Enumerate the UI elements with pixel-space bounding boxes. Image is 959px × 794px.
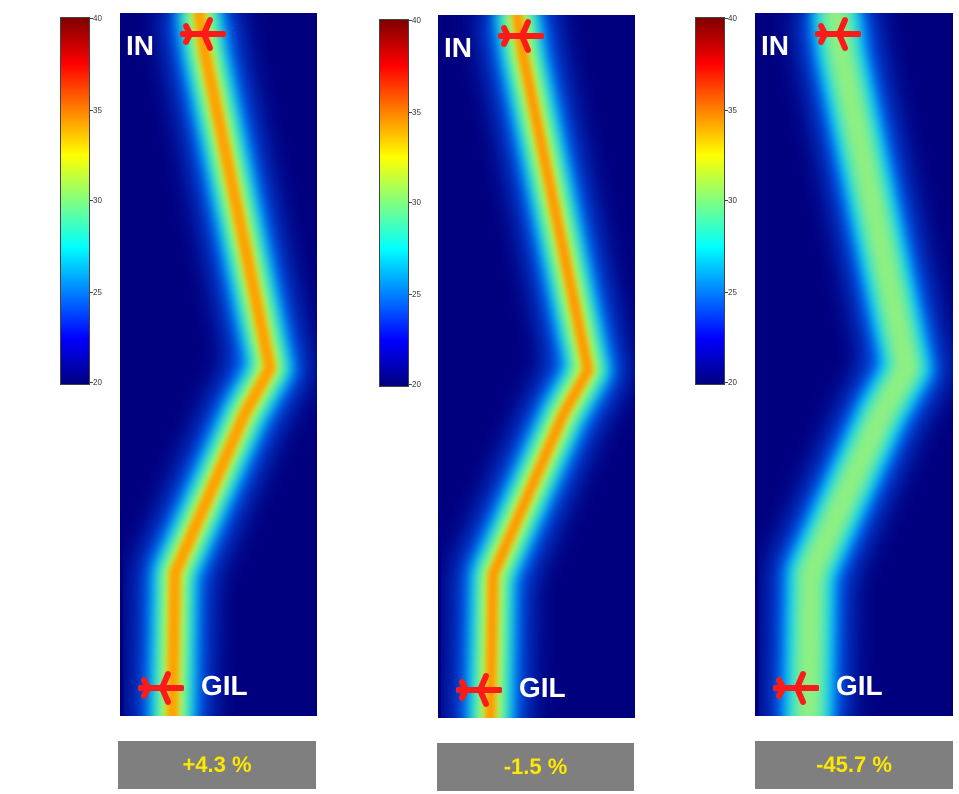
colorbar-tick: 25: [728, 288, 737, 297]
colorbar: [695, 17, 725, 385]
plane-icon: [773, 671, 819, 705]
change-badge: +4.3 %: [118, 741, 316, 789]
colorbar-tick: 35: [412, 108, 421, 117]
colorbar-tick: 25: [412, 290, 421, 299]
origin-label: IN: [444, 32, 472, 63]
colorbar-tick: 30: [93, 196, 102, 205]
plane-icon: [180, 17, 226, 51]
plane-icon: [138, 671, 184, 705]
density-map: [438, 15, 635, 718]
change-badge: -1.5 %: [437, 743, 634, 791]
colorbar-tick: 35: [728, 106, 737, 115]
destination-label: GIL: [201, 670, 248, 701]
plane-icon: [456, 673, 502, 707]
colorbar-tick: 30: [728, 196, 737, 205]
colorbar: [60, 17, 90, 385]
plane-icon: [815, 17, 861, 51]
colorbar: [379, 19, 409, 387]
origin-label: IN: [761, 30, 789, 61]
density-map: [120, 13, 317, 716]
colorbar-tick: 35: [93, 106, 102, 115]
destination-label: GIL: [836, 670, 883, 701]
plane-icon: [498, 19, 544, 53]
change-badge: -45.7 %: [755, 741, 953, 789]
colorbar-tick: 20: [93, 378, 102, 387]
colorbar-tick: 40: [412, 16, 421, 25]
destination-label: GIL: [519, 672, 566, 703]
density-map: [755, 13, 953, 716]
colorbar-tick: 20: [728, 378, 737, 387]
colorbar-tick: 30: [412, 198, 421, 207]
origin-label: IN: [126, 30, 154, 61]
colorbar-tick: 40: [728, 14, 737, 23]
colorbar-tick: 40: [93, 14, 102, 23]
colorbar-tick: 25: [93, 288, 102, 297]
colorbar-tick: 20: [412, 380, 421, 389]
